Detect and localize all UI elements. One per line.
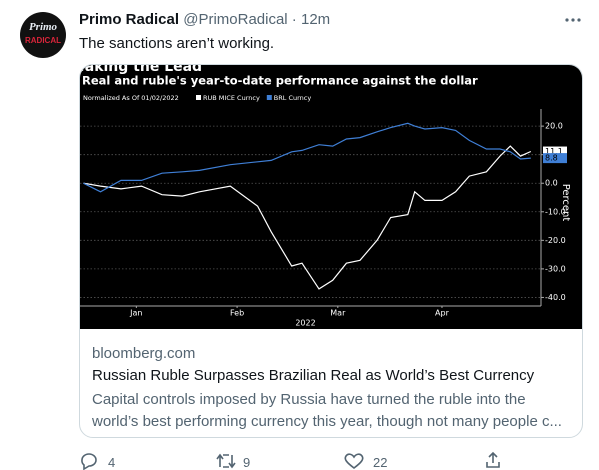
y-tick-label: -40.0	[545, 293, 566, 302]
tweet-header: Primo Radical @PrimoRadical · 12m	[79, 11, 331, 28]
end-label: 11.1	[545, 147, 563, 156]
legend-label: BRL Curncy	[274, 94, 312, 102]
avatar-text: RADICAL	[25, 36, 61, 45]
end-label-box	[543, 153, 567, 164]
legend-label: RUB MICE Curncy	[203, 94, 260, 102]
retweet-icon[interactable]	[215, 452, 237, 470]
y-tick-label: -10.0	[545, 207, 566, 216]
x-axis-label: 2022	[295, 319, 315, 328]
chart: Taking the Lead Real and ruble's year-to…	[80, 65, 582, 329]
retweet-count: 9	[243, 455, 251, 470]
x-tick-label: Feb	[230, 309, 244, 318]
author-handle[interactable]: @PrimoRadical	[183, 11, 288, 28]
y-tick-label: 20.0	[545, 122, 563, 131]
end-label: 8.8	[545, 154, 558, 163]
y-tick-label: -20.0	[545, 236, 566, 245]
chart-note: Normalized As Of 01/02/2022	[83, 94, 179, 102]
more-menu[interactable]	[563, 13, 583, 27]
x-tick-label: Jan	[129, 309, 142, 318]
y-axis-label: Percent	[560, 184, 571, 222]
like-count: 22	[373, 455, 388, 470]
legend-swatch	[196, 95, 201, 100]
like-icon[interactable]	[343, 452, 365, 470]
series-line	[83, 145, 532, 290]
card-domain: bloomberg.com	[92, 345, 196, 362]
y-tick-label: -30.0	[545, 264, 566, 273]
chart-title: Real and ruble's year-to-date performanc…	[82, 74, 478, 88]
x-tick-label: Apr	[435, 309, 450, 318]
timestamp[interactable]: 12m	[300, 11, 331, 28]
card-headline: Russian Ruble Surpasses Brazilian Real a…	[92, 367, 535, 384]
end-label-box	[543, 146, 567, 157]
avatar-text: Primo	[29, 21, 58, 33]
author-name[interactable]: Primo Radical	[79, 11, 180, 28]
chart-kicker: Taking the Lead	[80, 65, 202, 75]
reply-count: 4	[108, 455, 116, 470]
reply-icon[interactable]	[79, 452, 99, 470]
legend-swatch	[266, 95, 272, 100]
y-tick-label: 0.0	[545, 179, 558, 188]
share-icon[interactable]	[484, 451, 502, 469]
link-card[interactable]: Taking the Lead Real and ruble's year-to…	[79, 64, 583, 438]
series-line	[83, 122, 531, 193]
x-tick-label: Mar	[330, 309, 346, 318]
card-description: Capital controls imposed by Russia have …	[92, 391, 562, 430]
tweet-text: The sanctions aren’t working.	[79, 35, 275, 52]
avatar[interactable]: Primo RADICAL	[20, 12, 66, 58]
